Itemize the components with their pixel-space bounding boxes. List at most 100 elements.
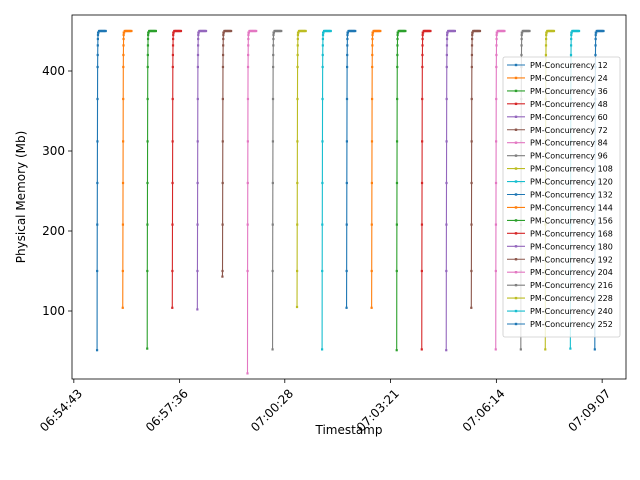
series-19-point xyxy=(544,348,547,351)
series-20-point xyxy=(569,44,573,47)
series-1-point xyxy=(96,223,99,226)
series-20-point xyxy=(570,33,573,37)
series-11-point xyxy=(354,29,357,33)
series-4-point xyxy=(179,29,183,33)
series-7-point xyxy=(247,44,250,47)
legend-label: PM-Concurrency 180 xyxy=(530,242,613,251)
series-9-point xyxy=(296,223,299,226)
legend-marker xyxy=(514,296,518,300)
legend-marker xyxy=(514,309,518,313)
y-tick-label: 400 xyxy=(42,64,65,78)
series-14-point xyxy=(420,181,424,185)
series-7-point xyxy=(246,65,250,69)
series-19-point xyxy=(544,44,548,47)
series-3-point xyxy=(154,29,157,33)
series-13-point xyxy=(395,223,398,226)
series-2-point xyxy=(122,65,125,69)
series-7-point xyxy=(246,269,249,273)
series-6-point xyxy=(222,44,225,47)
series-12-point xyxy=(371,37,374,41)
series-16-point xyxy=(470,269,473,273)
legend-marker xyxy=(514,258,518,261)
legend-marker xyxy=(514,219,518,222)
series-9-point xyxy=(296,44,299,47)
series-6-point xyxy=(221,53,225,57)
series-10-point xyxy=(321,269,324,273)
series-8-point xyxy=(272,44,275,47)
series-6-point xyxy=(222,33,225,37)
legend-label: PM-Concurrency 252 xyxy=(530,320,613,329)
series-15-point xyxy=(445,140,448,143)
series-5-point xyxy=(196,97,199,101)
series-8-point xyxy=(280,29,283,33)
series-9-point xyxy=(296,97,299,101)
series-7-point xyxy=(246,372,249,375)
series-12-point xyxy=(371,65,374,69)
series-19-point xyxy=(545,37,548,41)
legend-marker xyxy=(514,245,518,248)
series-7-point xyxy=(247,37,250,41)
series-8-point xyxy=(271,269,274,273)
legend-marker xyxy=(514,89,518,93)
series-16-point xyxy=(470,44,474,47)
series-17-point xyxy=(496,31,499,34)
series-15-point xyxy=(453,29,457,33)
series-12-point xyxy=(371,33,374,37)
series-10-point xyxy=(322,31,325,34)
series-20-point xyxy=(570,31,573,34)
legend-label: PM-Concurrency 24 xyxy=(530,74,608,83)
series-16-point xyxy=(471,37,474,41)
series-2-point xyxy=(130,29,133,33)
series-4-point xyxy=(172,33,175,37)
series-4-point xyxy=(171,53,175,57)
legend-marker xyxy=(514,76,518,80)
legend-marker xyxy=(514,115,518,118)
legend-label: PM-Concurrency 192 xyxy=(530,255,613,264)
legend-marker xyxy=(514,322,518,326)
series-21-point xyxy=(602,29,605,33)
series-8-point xyxy=(272,33,275,37)
series-2-point xyxy=(122,53,125,57)
series-15-point xyxy=(445,269,448,273)
legend-marker xyxy=(514,232,518,235)
series-5-point xyxy=(197,37,200,41)
series-15-point xyxy=(445,181,448,185)
series-12-point xyxy=(371,53,374,57)
series-7-point xyxy=(246,140,249,143)
legend: PM-Concurrency 12 PM-Concurrency 24 PM-Con… xyxy=(502,56,621,338)
series-6-point xyxy=(222,37,225,41)
legend-label: PM-Concurrency 144 xyxy=(530,203,613,212)
series-14-point xyxy=(420,223,424,226)
series-21-point xyxy=(595,31,598,34)
legend-label: PM-Concurrency 132 xyxy=(530,191,613,200)
legend-marker xyxy=(514,154,518,157)
series-1-point xyxy=(96,37,99,41)
series-6-point xyxy=(221,269,224,273)
y-axis-title: Physical Memory (Mb) xyxy=(14,131,28,264)
series-2-point xyxy=(122,97,125,101)
series-4-point xyxy=(171,65,174,69)
series-6-point xyxy=(230,29,233,33)
series-18-point xyxy=(520,53,523,57)
series-3-point xyxy=(146,347,149,350)
series-3-point xyxy=(146,44,150,47)
series-3-point xyxy=(146,53,149,57)
series-5-point xyxy=(196,269,199,273)
series-8-point xyxy=(271,348,274,351)
series-6-point xyxy=(221,97,224,101)
series-14-point xyxy=(421,140,424,143)
series-12-point xyxy=(370,306,373,309)
series-10-point xyxy=(329,29,332,33)
series-5-point xyxy=(196,140,199,143)
series-17-point xyxy=(494,181,498,185)
legend-marker xyxy=(514,128,518,131)
series-14-point xyxy=(421,33,424,37)
series-20-point xyxy=(577,29,581,33)
series-18-point xyxy=(520,44,523,47)
series-9-point xyxy=(297,31,300,34)
series-14-point xyxy=(420,348,423,351)
series-3-point xyxy=(146,181,149,185)
series-4-point xyxy=(171,181,174,185)
series-11-point xyxy=(345,269,348,273)
